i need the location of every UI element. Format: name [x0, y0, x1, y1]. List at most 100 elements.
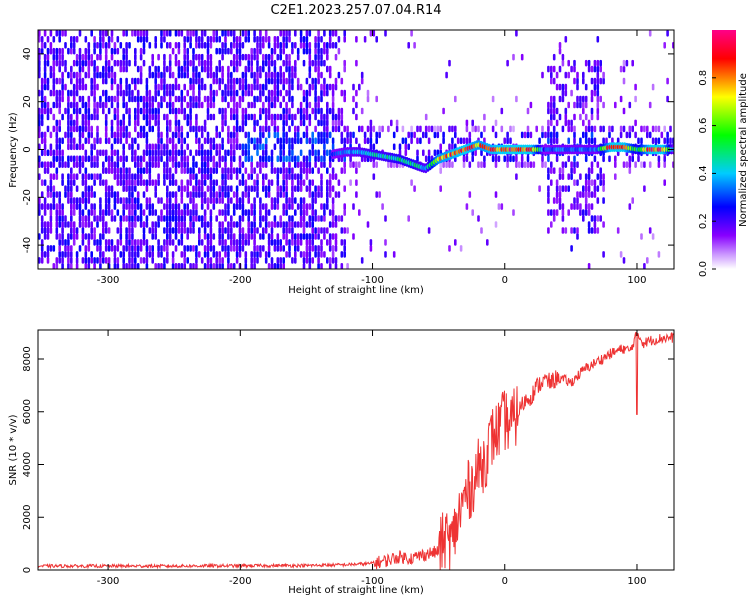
heatmap-cell [203, 191, 207, 198]
heatmap-cell [90, 113, 93, 121]
heatmap-cell [67, 179, 70, 186]
heatmap-cell [166, 143, 169, 151]
heatmap-cell [584, 131, 588, 139]
heatmap-cell [93, 143, 96, 151]
heatmap-cell [209, 113, 213, 121]
heatmap-cell [241, 233, 245, 240]
heatmap-cell [442, 107, 445, 115]
heatmap-cell [273, 239, 277, 246]
heatmap-cell [230, 143, 233, 151]
heatmap-cell [270, 119, 274, 127]
heatmap-cell [544, 131, 547, 139]
heatmap-cell [174, 113, 178, 121]
heatmap-cell [250, 161, 253, 168]
heatmap-cell [163, 257, 166, 264]
heatmap-cell [561, 83, 565, 91]
heatmap-cell [195, 125, 198, 133]
heatmap-cell [320, 161, 323, 168]
heatmap-cell [81, 77, 85, 85]
heatmap-cell [273, 131, 277, 139]
heatmap-cell [273, 77, 277, 85]
heatmap-cell [241, 42, 245, 49]
heatmap-cell [102, 227, 105, 234]
heatmap-cell [253, 125, 256, 133]
heatmap-cell [58, 65, 61, 73]
heatmap-cell [555, 131, 559, 139]
heatmap-cell [46, 77, 50, 85]
heatmap-cell [302, 257, 306, 264]
heatmap-cell [666, 131, 669, 139]
heatmap-cell [666, 137, 669, 145]
heatmap-cell [168, 83, 172, 91]
heatmap-cell [78, 65, 82, 73]
heatmap-cell [244, 167, 248, 174]
heatmap-cell [323, 215, 326, 222]
heatmap-cell [125, 89, 128, 97]
heatmap-cell [128, 179, 131, 186]
heatmap-cell [168, 179, 172, 186]
heatmap-cell [285, 131, 288, 139]
heatmap-cell [87, 95, 91, 103]
heatmap-cell [291, 233, 294, 240]
heatmap-cell [195, 149, 198, 157]
heatmap-cell [294, 30, 297, 37]
heatmap-cell [291, 101, 294, 109]
heatmap-cell [128, 203, 131, 210]
heatmap-cell [288, 95, 291, 103]
heatmap-cell [221, 257, 224, 264]
heatmap-cell [177, 161, 181, 168]
heatmap-cell [189, 221, 192, 228]
heatmap-cell [576, 197, 579, 204]
heatmap-cell [131, 215, 134, 222]
heatmap-cell [212, 185, 216, 192]
heatmap-cell [262, 149, 265, 157]
heatmap-cell [230, 161, 233, 168]
heatmap-cell [651, 83, 655, 91]
heatmap-cell [320, 137, 323, 145]
heatmap-cell [445, 71, 448, 79]
heatmap-cell [38, 36, 41, 43]
heatmap-cell [579, 209, 582, 216]
heatmap-cell [637, 137, 640, 145]
heatmap-cell [337, 71, 341, 79]
heatmap-cell [564, 107, 568, 115]
heatmap-cell [256, 143, 259, 151]
heatmap-cell [326, 47, 329, 55]
heatmap-cell [151, 155, 154, 163]
colorbar-tick-label: 0.8 [698, 70, 709, 86]
heatmap-cell [512, 125, 515, 133]
heatmap-cell [72, 155, 76, 163]
heatmap-cell [151, 161, 154, 168]
heatmap-cell [163, 179, 166, 186]
heatmap-cell [177, 239, 181, 246]
heatmap-cell [273, 197, 277, 204]
heatmap-cell [663, 179, 666, 186]
heatmap-cell [471, 155, 474, 163]
heatmap-cell [602, 155, 605, 163]
heatmap-cell [454, 95, 457, 103]
heatmap-cell [200, 65, 204, 73]
heatmap-cell [314, 197, 317, 204]
heatmap-cell [186, 233, 189, 240]
heatmap-cell [174, 149, 178, 157]
heatmap-cell [203, 161, 207, 168]
heatmap-cell [70, 173, 73, 180]
heatmap-cell [526, 161, 530, 168]
heatmap-cell [250, 155, 253, 163]
heatmap-cell [288, 245, 291, 252]
heatmap-cell [238, 42, 242, 49]
heatmap-cell [547, 173, 550, 180]
heatmap-cell [52, 83, 56, 91]
heatmap-cell [102, 167, 105, 174]
heatmap-cell [253, 257, 256, 264]
heatmap-cell [221, 71, 224, 79]
heatmap-cell [567, 209, 570, 216]
heatmap-cell [218, 143, 221, 151]
heatmap-cell [195, 65, 198, 73]
heatmap-cell [264, 149, 268, 157]
heatmap-cell [230, 137, 233, 145]
heatmap-cell [291, 227, 294, 234]
heatmap-cell [52, 191, 56, 198]
heatmap-cell [131, 30, 134, 37]
heatmap-cell [38, 119, 41, 127]
